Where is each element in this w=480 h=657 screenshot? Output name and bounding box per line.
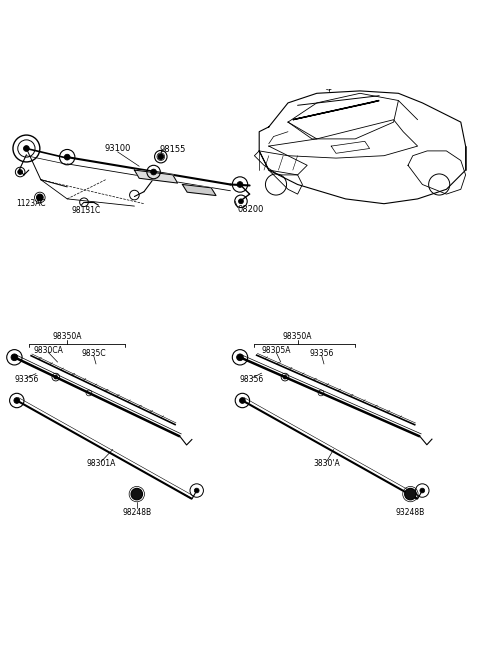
Circle shape bbox=[64, 154, 70, 160]
Text: 93356: 93356 bbox=[14, 375, 38, 384]
Text: 9835C: 9835C bbox=[81, 349, 106, 358]
Circle shape bbox=[36, 194, 43, 201]
Text: 98155: 98155 bbox=[160, 145, 186, 154]
Text: 93100: 93100 bbox=[105, 144, 131, 153]
Text: 98301A: 98301A bbox=[86, 459, 116, 468]
Circle shape bbox=[237, 354, 243, 361]
Circle shape bbox=[131, 488, 143, 500]
Circle shape bbox=[194, 488, 199, 493]
Circle shape bbox=[18, 170, 23, 174]
Circle shape bbox=[237, 181, 243, 187]
Circle shape bbox=[420, 488, 425, 493]
Circle shape bbox=[24, 146, 29, 151]
Circle shape bbox=[11, 354, 18, 361]
Circle shape bbox=[283, 375, 287, 379]
Text: 9830CA: 9830CA bbox=[33, 346, 63, 355]
Text: 93356: 93356 bbox=[310, 349, 334, 358]
Circle shape bbox=[158, 154, 164, 160]
Polygon shape bbox=[293, 101, 379, 120]
Text: 08200: 08200 bbox=[238, 205, 264, 214]
Circle shape bbox=[151, 169, 156, 175]
Circle shape bbox=[240, 397, 245, 403]
Text: 93248B: 93248B bbox=[396, 508, 425, 517]
Text: 98248B: 98248B bbox=[122, 508, 151, 517]
Circle shape bbox=[405, 488, 416, 500]
Polygon shape bbox=[182, 185, 216, 196]
Circle shape bbox=[239, 199, 243, 204]
Circle shape bbox=[54, 375, 58, 379]
Text: 98356: 98356 bbox=[240, 375, 264, 384]
Text: 98305A: 98305A bbox=[261, 346, 291, 355]
Text: 1123AC: 1123AC bbox=[16, 199, 46, 208]
Polygon shape bbox=[134, 170, 178, 183]
Text: 98131C: 98131C bbox=[72, 206, 101, 215]
Circle shape bbox=[14, 397, 20, 403]
Text: 3830'A: 3830'A bbox=[313, 459, 340, 468]
Text: 98350A: 98350A bbox=[283, 332, 312, 341]
Text: 98350A: 98350A bbox=[52, 332, 82, 341]
